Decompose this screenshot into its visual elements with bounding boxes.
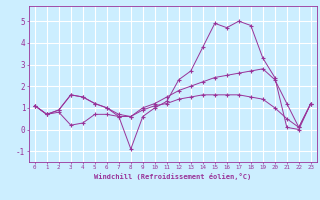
X-axis label: Windchill (Refroidissement éolien,°C): Windchill (Refroidissement éolien,°C): [94, 173, 252, 180]
